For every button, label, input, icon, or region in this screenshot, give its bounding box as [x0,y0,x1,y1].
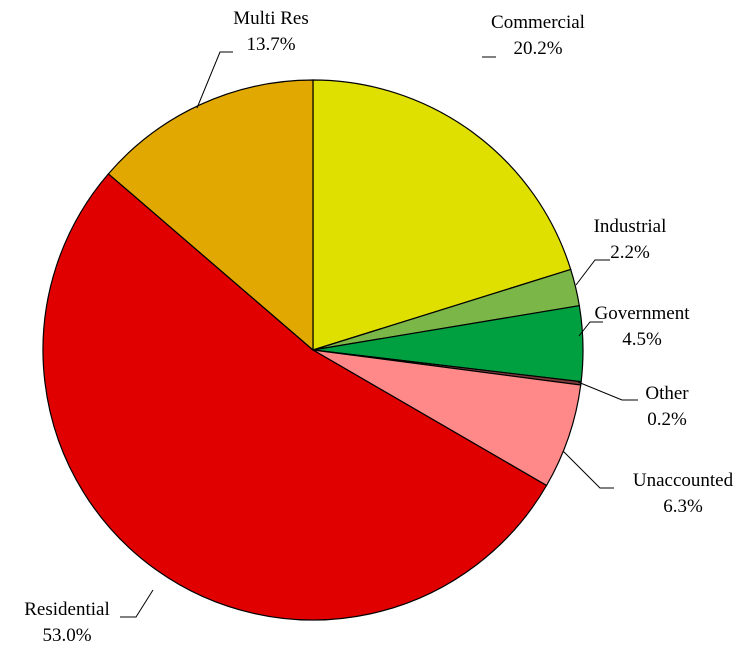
pie-slices [42,79,584,621]
leader-line-unaccounted [562,450,614,489]
slice-value-multi-res: 13.7% [246,34,295,55]
slice-value-unaccounted: 6.3% [663,496,703,517]
leader-line-industrial [575,259,610,286]
slice-name-unaccounted: Unaccounted [633,470,734,491]
leader-line-residential [120,589,154,618]
slice-name-commercial: Commercial [491,12,585,33]
slice-value-commercial: 20.2% [513,38,562,59]
leader-line-government [578,321,603,337]
slice-value-government: 4.5% [622,329,662,350]
slice-value-other: 0.2% [647,409,687,430]
slice-name-other: Other [645,383,689,404]
pie-slice-multi-res [107,79,314,352]
leader-line-other [577,381,638,401]
slice-value-industrial: 2.2% [610,242,650,263]
slice-labels: Commercial 20.2% Industrial 2.2% Government 4… [24,8,733,646]
leader-line-multi-res [196,51,233,109]
slice-name-industrial: Industrial [594,216,667,237]
pie-slice-commercial [312,79,572,351]
slice-name-multi-res: Multi Res [233,8,308,29]
slice-value-residential: 53.0% [42,625,91,646]
slice-name-government: Government [595,303,691,324]
leader-lines [120,51,638,618]
slice-name-residential: Residential [24,599,109,620]
pie-slice-residential [42,172,548,621]
